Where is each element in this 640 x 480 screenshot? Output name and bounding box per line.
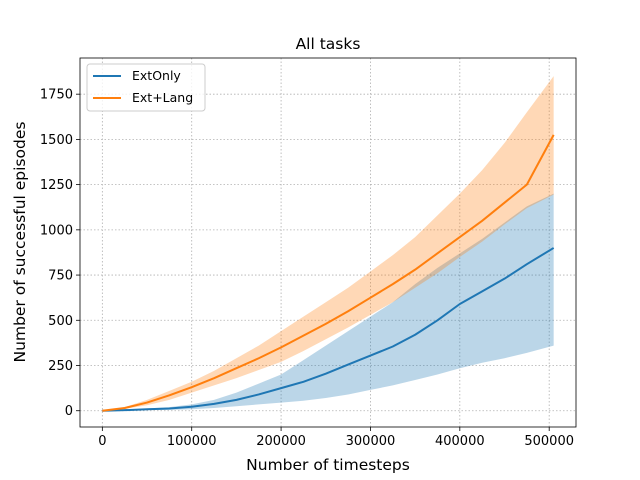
line-ext-lang <box>102 134 555 412</box>
x-tick-label: 300000 <box>346 434 396 449</box>
legend-label-extonly: ExtOnly <box>132 68 181 83</box>
x-tick-label: 400000 <box>435 434 485 449</box>
y-tick-label: 250 <box>48 359 73 374</box>
y-tick-label: 1250 <box>40 178 73 193</box>
y-tick-label: 750 <box>48 269 73 284</box>
x-axis-label: Number of timesteps <box>246 456 410 474</box>
x-tick-label: 100000 <box>167 434 217 449</box>
x-tick-label: 0 <box>98 434 106 449</box>
series-lines <box>102 134 555 412</box>
line-extonly <box>102 247 555 412</box>
legend-label-ext-lang: Ext+Lang <box>132 90 193 105</box>
y-tick-label: 1500 <box>40 133 73 148</box>
x-tick-label: 200000 <box>256 434 306 449</box>
band-ext-lang <box>102 76 554 411</box>
band-extonly <box>102 193 554 411</box>
y-tick-label: 1750 <box>40 88 73 103</box>
plot-frame <box>79 57 577 428</box>
x-tick-label: 500000 <box>524 434 574 449</box>
x-axis-ticks: 0 100000 200000 300000 400000 500000 <box>98 427 574 449</box>
y-axis-label: Number of successful episodes <box>11 122 29 363</box>
y-tick-label: 1000 <box>40 223 73 238</box>
y-tick-label: 0 <box>65 404 73 419</box>
y-tick-label: 500 <box>48 314 73 329</box>
chart-title: All tasks <box>296 35 361 53</box>
confidence-bands <box>102 76 554 411</box>
y-axis-ticks: 0 250 500 750 1000 1250 1500 1750 <box>40 88 80 419</box>
grid <box>80 58 576 427</box>
legend: ExtOnly Ext+Lang <box>86 63 206 112</box>
